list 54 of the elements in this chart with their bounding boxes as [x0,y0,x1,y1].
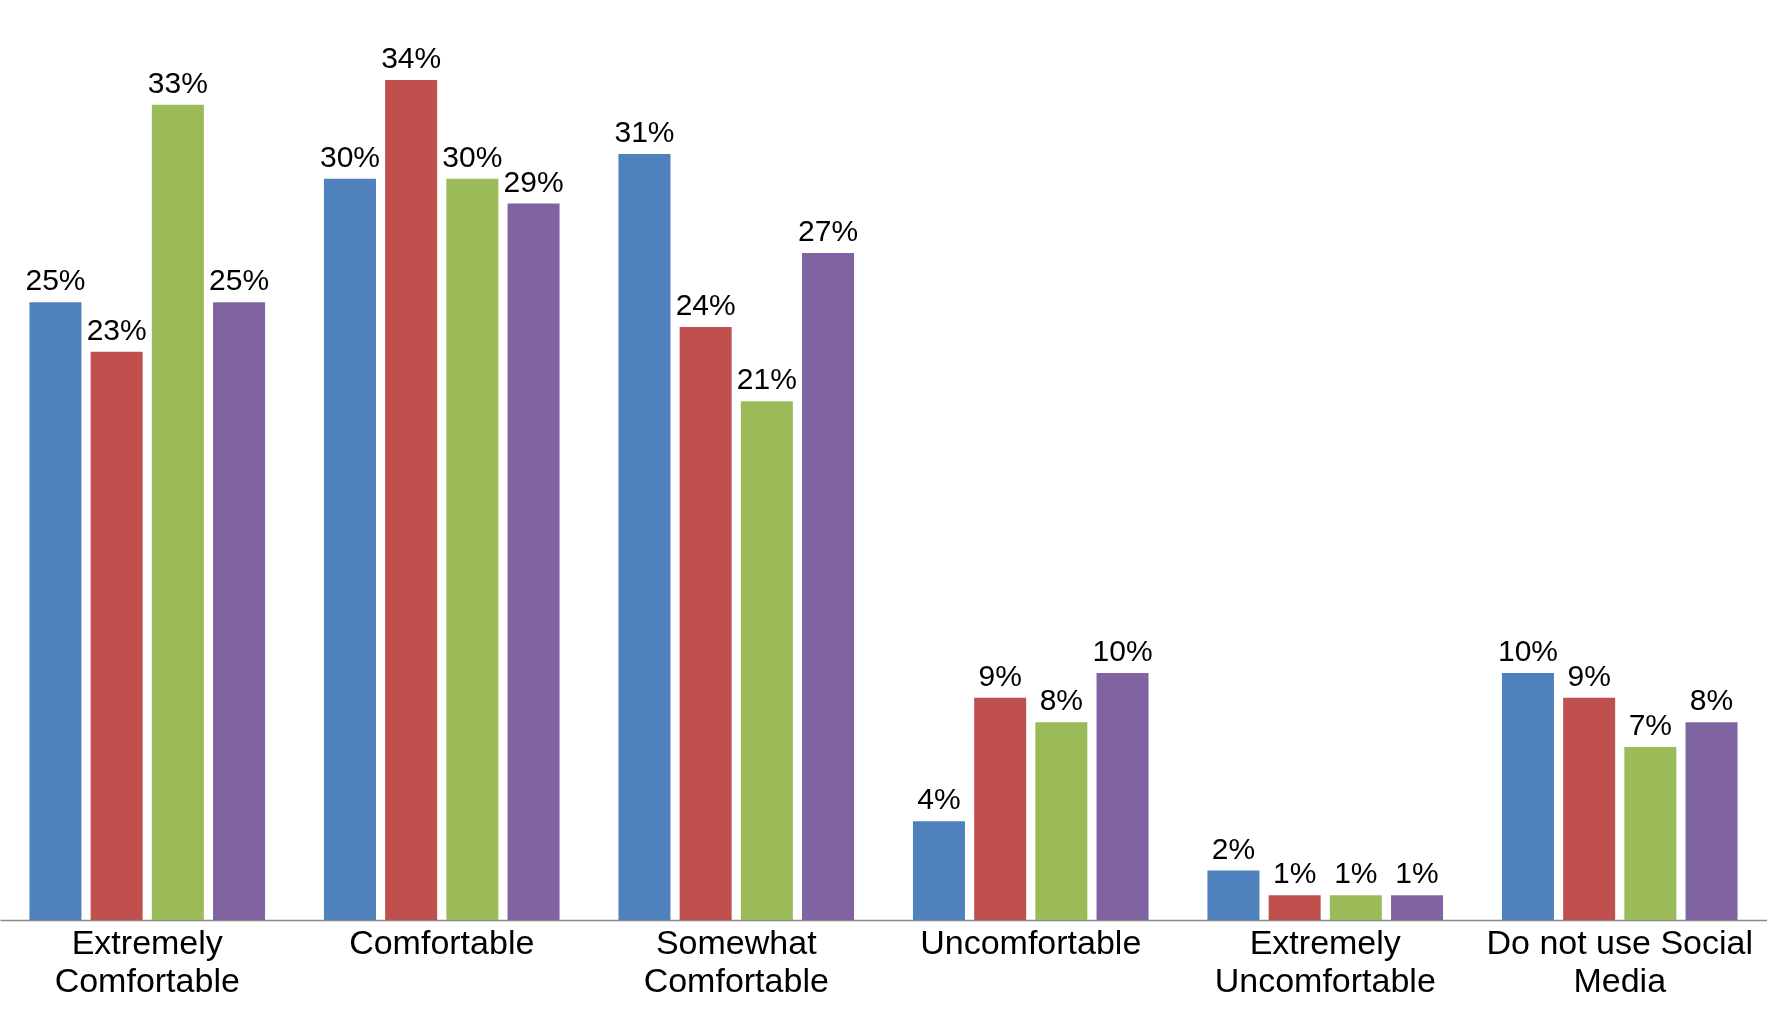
data-label: 8% [1689,683,1734,717]
bar [213,302,266,920]
bar [618,154,671,920]
bar [1035,722,1088,920]
data-label: 34% [381,41,442,74]
data-label: 1% [1334,856,1378,890]
x-tick-label: Extremely Comfortable [54,922,240,999]
bar [1207,870,1260,920]
data-label: 9% [1567,658,1611,692]
bar [29,302,82,920]
bar [740,401,793,920]
bar [323,178,376,920]
data-label: 33% [147,65,208,99]
bar [1096,672,1149,920]
bar [90,351,143,920]
data-label: 8% [1039,683,1084,717]
bar [802,252,855,920]
bar [974,697,1027,920]
x-tick-label: Somewhat Comfortable [643,922,829,999]
bar [446,178,499,920]
x-tick-label: Uncomfortable [920,922,1142,961]
bar [1501,672,1554,920]
data-label: 27% [798,213,859,247]
data-label: 9% [978,658,1022,692]
bar [385,80,438,920]
data-label: 7% [1628,708,1673,742]
x-tick-label: Extremely Uncomfortable [1214,922,1436,999]
data-label: 4% [917,782,961,816]
data-label: 10% [1092,633,1153,667]
data-label: 25% [25,263,86,297]
data-label: 2% [1211,831,1256,865]
data-label: 25% [209,263,270,297]
data-label: 23% [86,312,147,346]
x-tick-label: Do not use Social Media [1486,922,1753,999]
bar [912,821,965,920]
bar [1268,895,1321,920]
bar [507,203,560,920]
data-label: 24% [675,288,736,322]
bar [1563,697,1616,920]
bar [1329,895,1382,920]
bar [1685,722,1738,920]
x-tick-label: Comfortable [349,922,535,961]
data-label: 29% [503,164,564,198]
data-label: 1% [1272,856,1317,890]
bar [1391,895,1444,920]
bar [1624,747,1677,920]
bar [151,104,204,920]
data-label: 30% [319,139,380,173]
data-label: 31% [614,115,675,149]
data-label: 1% [1395,856,1439,890]
data-label: 30% [442,139,503,173]
data-label: 21% [736,362,797,396]
data-label: 10% [1497,633,1558,667]
bar [679,327,732,920]
